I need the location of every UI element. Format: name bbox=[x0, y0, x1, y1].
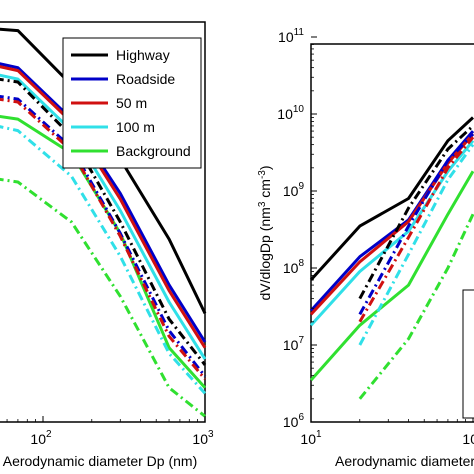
right-series-line-1 bbox=[309, 116, 474, 281]
left-x-axis-label: Aerodynamic diameter Dp (nm) bbox=[3, 453, 198, 469]
right-series-line-3 bbox=[309, 133, 474, 316]
left-series-line-9 bbox=[0, 125, 207, 395]
right-legend-fragment bbox=[462, 289, 474, 419]
left-series-line-3 bbox=[0, 65, 207, 349]
left-series-line-1 bbox=[0, 27, 207, 315]
right-y-axis-label: dV/dlogDp (nm3 cm-3) bbox=[257, 165, 273, 300]
legend-box bbox=[62, 37, 202, 169]
right-series-line-7 bbox=[358, 132, 474, 316]
left-series-line-8 bbox=[0, 97, 207, 381]
right-series-line-4 bbox=[309, 139, 474, 327]
right-series-line-10 bbox=[358, 213, 474, 400]
left-series-line-7 bbox=[0, 94, 207, 378]
legend-label-3: 50 m bbox=[116, 95, 147, 111]
right-y-tick-label-4: 109 bbox=[283, 181, 305, 199]
right-x-axis-label: Aerodynamic diameter Dp (nm) bbox=[335, 453, 474, 469]
left-series-line-6 bbox=[0, 77, 207, 366]
legend-label-2: Roadside bbox=[116, 71, 175, 87]
right-x-tick-label-1: 101 bbox=[300, 429, 322, 447]
right-series-line-8 bbox=[358, 136, 474, 323]
right-series-line-5 bbox=[309, 170, 474, 382]
left-series-line-5 bbox=[0, 114, 207, 389]
left-series-line-4 bbox=[0, 73, 207, 360]
left-x-tick-label-1: 102 bbox=[30, 429, 52, 447]
legend-entries: Highway Roadside 50 m 100 m Background bbox=[71, 47, 191, 159]
left-series-group bbox=[0, 27, 207, 418]
right-y-tick-label-1: 106 bbox=[283, 412, 305, 430]
legend-label-4: 100 m bbox=[116, 119, 155, 135]
left-size-distribution-plot: 102 103 Aerodynamic diameter Dp (nm) High… bbox=[0, 21, 214, 469]
right-series-line-6 bbox=[358, 124, 474, 300]
right-volume-distribution-plot: 101 102 106 107 108 109 1010 1011 Aerodynamic … bbox=[257, 27, 474, 469]
legend-label-5: Background bbox=[116, 143, 191, 159]
right-series-line-9 bbox=[358, 143, 474, 346]
right-y-tick-label-5: 1010 bbox=[277, 104, 304, 122]
right-y-tick-label-3: 108 bbox=[283, 258, 305, 276]
left-x-tick-label-2: 103 bbox=[192, 429, 214, 447]
left-series-line-2 bbox=[0, 62, 207, 343]
right-x-tick-label-2: 102 bbox=[462, 429, 474, 447]
right-series-group bbox=[309, 116, 474, 400]
right-y-tick-label-6: 1011 bbox=[278, 27, 304, 45]
left-x-ticks: 102 103 bbox=[6, 416, 214, 447]
right-y-ticks: 106 107 108 109 1010 1011 bbox=[277, 27, 317, 430]
legend: Highway Roadside 50 m 100 m Background bbox=[62, 37, 202, 169]
legend-label-1: Highway bbox=[116, 47, 170, 63]
right-y-tick-label-2: 107 bbox=[283, 335, 305, 353]
